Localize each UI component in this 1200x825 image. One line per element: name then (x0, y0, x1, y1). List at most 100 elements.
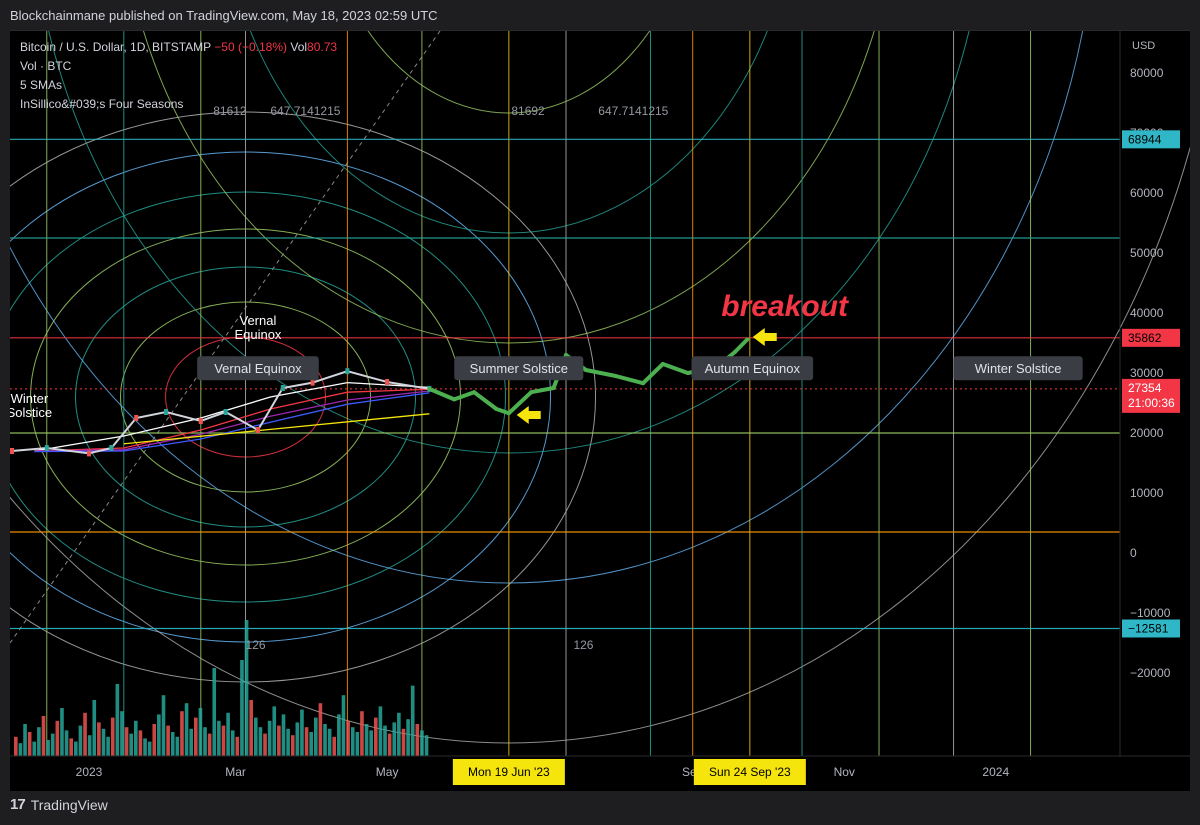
volume-bar (369, 730, 373, 756)
volume-bar (64, 730, 69, 756)
season-label-box (953, 356, 1083, 381)
volume-bar (143, 738, 147, 756)
volume-bar (27, 732, 32, 756)
volume-bar (180, 711, 184, 756)
price-candle (164, 409, 169, 415)
season-label-box (691, 356, 814, 381)
x-tick-label: Nov (834, 765, 855, 779)
legend-symbol-row[interactable]: Bitcoin / U.S. Dollar, 1D, BITSTAMP −50 … (20, 38, 337, 57)
volume-bar (406, 719, 410, 756)
price-candle (134, 415, 139, 421)
volume-bar (332, 736, 337, 756)
x-tick-label: 2023 (76, 765, 103, 779)
annotation-text: 126 (246, 638, 266, 652)
projection-point (583, 368, 588, 372)
y-tick-label: 10000 (1130, 486, 1164, 500)
volume-bar (166, 725, 170, 756)
footer-brand[interactable]: TradingView (30, 796, 108, 813)
season-label-text: Summer Solstice (470, 361, 568, 376)
volume-bar (230, 730, 235, 756)
footer: 17 TradingView (10, 796, 108, 813)
volume-bar (401, 728, 406, 756)
season-ring (10, 191, 506, 603)
volume-bar (373, 717, 378, 756)
chart-svg[interactable]: Vernal Equinox Summer Solstice Autumn Equi… (10, 31, 1190, 791)
volume-bar (281, 714, 286, 756)
legend-four-seasons-indicator[interactable]: InSillico&#039;s Four Seasons (20, 97, 184, 111)
arrow-icon (752, 328, 777, 346)
projection-point (641, 381, 646, 386)
y-tick-label: 60000 (1130, 186, 1164, 200)
symbol-name[interactable]: Bitcoin / U.S. Dollar, 1D, BITSTAMP (20, 40, 211, 54)
volume-bar (138, 730, 143, 756)
sma-line (34, 390, 430, 452)
volume-bar (378, 706, 383, 756)
volume-bar (60, 708, 64, 756)
level-badge (1122, 130, 1180, 149)
volume-bar (267, 720, 272, 756)
volume-bar (23, 724, 27, 756)
tradingview-logo-icon[interactable]: 17 (10, 796, 26, 813)
volume-bar (87, 735, 92, 756)
sma-line (123, 413, 430, 445)
level-badge (1122, 328, 1180, 347)
volume-bar (55, 720, 60, 756)
volume-bar (397, 712, 401, 756)
volume-bar (327, 728, 332, 756)
level-badge-text: 68944 (1128, 132, 1162, 146)
publisher-header: Blockchainmane published on TradingView.… (10, 8, 438, 23)
note-text: Winter (11, 391, 49, 406)
price-line (11, 370, 430, 455)
date-badge (693, 759, 806, 785)
legend-sma-indicator[interactable]: 5 SMAs (20, 78, 63, 92)
volume-bar (106, 736, 110, 756)
projection-point (732, 350, 737, 354)
volume-value: 80.73 (307, 40, 338, 54)
volume-bar (240, 660, 244, 756)
projection-point (529, 390, 534, 395)
volume-bar (133, 720, 138, 756)
date-badge-text: Sun 24 Sep '23 (709, 765, 791, 779)
season-label-text: Winter Solstice (975, 361, 1062, 376)
volume-bar (207, 733, 212, 756)
countdown-text: 21:00:36 (1128, 396, 1175, 410)
volume-bar (244, 620, 249, 756)
volume-bar (337, 714, 341, 756)
volume-bar (318, 703, 323, 756)
volume-bar (189, 728, 193, 756)
volume-bar (157, 714, 161, 756)
volume-bar (410, 685, 415, 756)
volume-bar (364, 724, 369, 756)
projection-point (745, 337, 750, 342)
volume-bar (277, 725, 281, 756)
chart-area[interactable]: Vernal Equinox Summer Solstice Autumn Equi… (10, 30, 1190, 791)
volume-bar (346, 720, 350, 756)
volume-bar (304, 727, 309, 756)
projection-point (564, 353, 568, 357)
volume-bar (37, 727, 41, 756)
y-tick-label: 80000 (1130, 66, 1164, 80)
volume-bar (69, 738, 73, 756)
volume-bar (383, 725, 387, 756)
x-tick-label: Mar (225, 765, 246, 779)
volume-bar (129, 733, 133, 756)
breakout-callout: breakout (721, 290, 850, 323)
volume-bar (161, 695, 166, 756)
volume-bar (226, 712, 230, 756)
price-candle (109, 445, 114, 451)
legend-volume-indicator[interactable]: Vol · BTC (20, 59, 72, 73)
season-ring (10, 151, 551, 643)
y-tick-label: −10000 (1130, 606, 1171, 620)
y-tick-label: 20000 (1130, 426, 1164, 440)
volume-bar (313, 717, 318, 756)
volume-bar (97, 722, 101, 756)
volume-bar (235, 736, 240, 756)
x-tick-label: May (376, 765, 399, 779)
volume-bar (46, 740, 50, 756)
volume-bar (152, 724, 157, 756)
annotation-text: 81612 (213, 104, 247, 118)
volume-bar (253, 717, 258, 756)
level-badge-text: −12581 (1128, 621, 1169, 635)
volume-bar (415, 724, 420, 756)
volume-bar (392, 722, 397, 756)
